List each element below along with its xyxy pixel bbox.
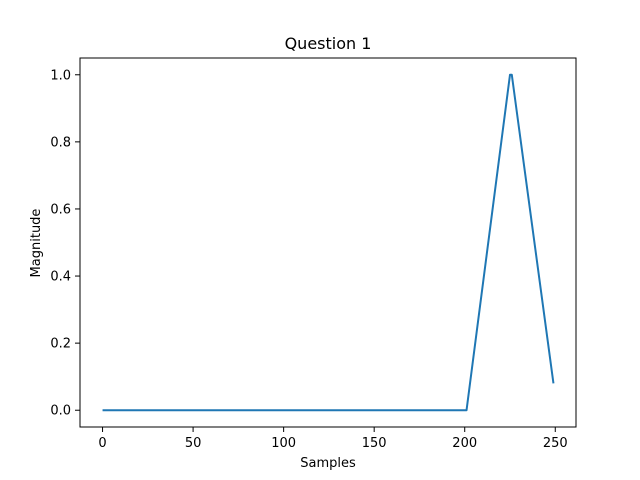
y-axis-ticks: 0.0 0.2 0.4 0.6 0.8 1.0 <box>50 68 80 419</box>
x-tick-label: 250 <box>543 436 568 451</box>
y-axis-label: Magnitude <box>29 209 44 278</box>
y-tick-label: 0.8 <box>50 135 71 150</box>
y-tick-label: 0.6 <box>50 202 71 217</box>
x-tick-label: 100 <box>271 436 296 451</box>
plot-area <box>102 73 555 412</box>
y-tick-label: 0.0 <box>50 404 71 419</box>
x-axis-ticks: 0 50 100 150 200 250 <box>98 427 568 451</box>
chart-title: Question 1 <box>285 34 372 53</box>
y-tick-label: 0.4 <box>50 270 71 285</box>
y-tick-label: 1.0 <box>50 68 71 83</box>
x-tick-label: 0 <box>98 436 106 451</box>
x-tick-label: 50 <box>185 436 202 451</box>
series-line-0 <box>102 73 555 412</box>
x-tick-label: 200 <box>452 436 477 451</box>
y-tick-label: 0.2 <box>50 337 71 352</box>
x-tick-label: 150 <box>362 436 387 451</box>
x-axis-label: Samples <box>300 456 356 471</box>
plot-frame <box>79 57 577 428</box>
